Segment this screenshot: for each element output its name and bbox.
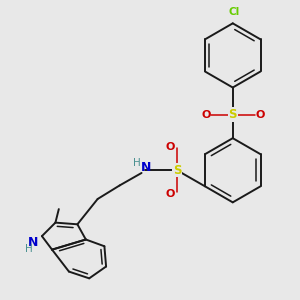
Text: O: O (201, 110, 210, 119)
Text: O: O (255, 110, 265, 119)
Text: S: S (173, 164, 181, 177)
Text: S: S (229, 108, 237, 121)
Text: H: H (25, 244, 33, 254)
Text: O: O (166, 189, 175, 199)
Text: O: O (166, 142, 175, 152)
Text: H: H (133, 158, 140, 168)
Text: Cl: Cl (229, 7, 240, 17)
Text: N: N (140, 161, 151, 174)
Text: N: N (28, 236, 39, 249)
